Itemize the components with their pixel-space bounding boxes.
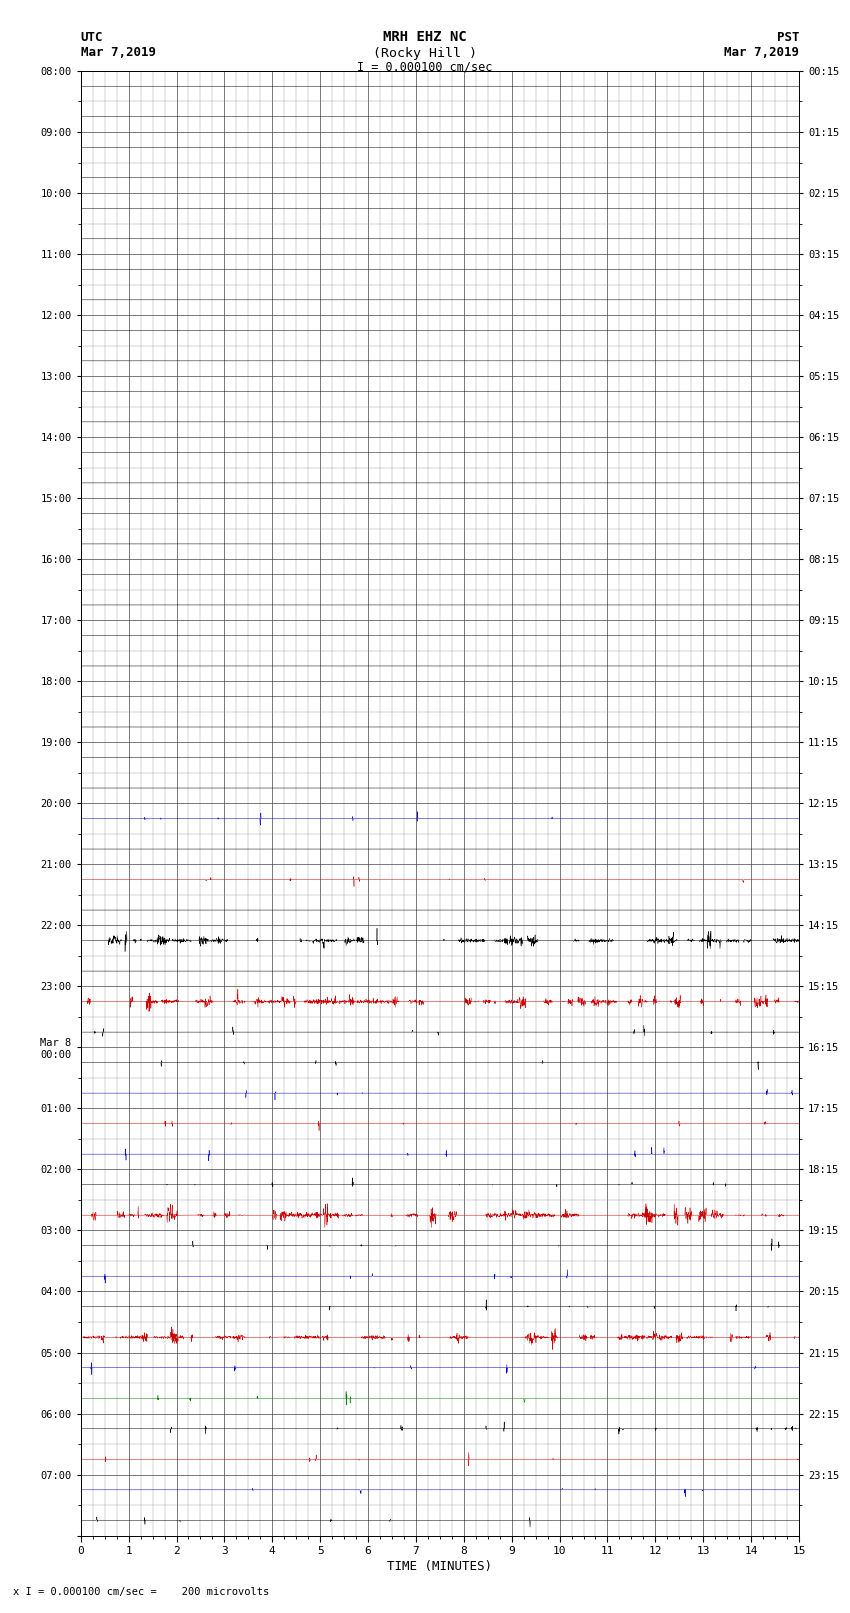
Text: PST: PST: [777, 31, 799, 44]
Text: (Rocky Hill ): (Rocky Hill ): [373, 47, 477, 60]
Text: x I = 0.000100 cm/sec =    200 microvolts: x I = 0.000100 cm/sec = 200 microvolts: [13, 1587, 269, 1597]
Text: Mar 7,2019: Mar 7,2019: [724, 45, 799, 58]
Text: Mar 7,2019: Mar 7,2019: [81, 45, 156, 58]
Text: UTC: UTC: [81, 31, 103, 44]
Text: I = 0.000100 cm/sec: I = 0.000100 cm/sec: [357, 60, 493, 73]
X-axis label: TIME (MINUTES): TIME (MINUTES): [388, 1560, 492, 1573]
Text: MRH EHZ NC: MRH EHZ NC: [383, 31, 467, 44]
